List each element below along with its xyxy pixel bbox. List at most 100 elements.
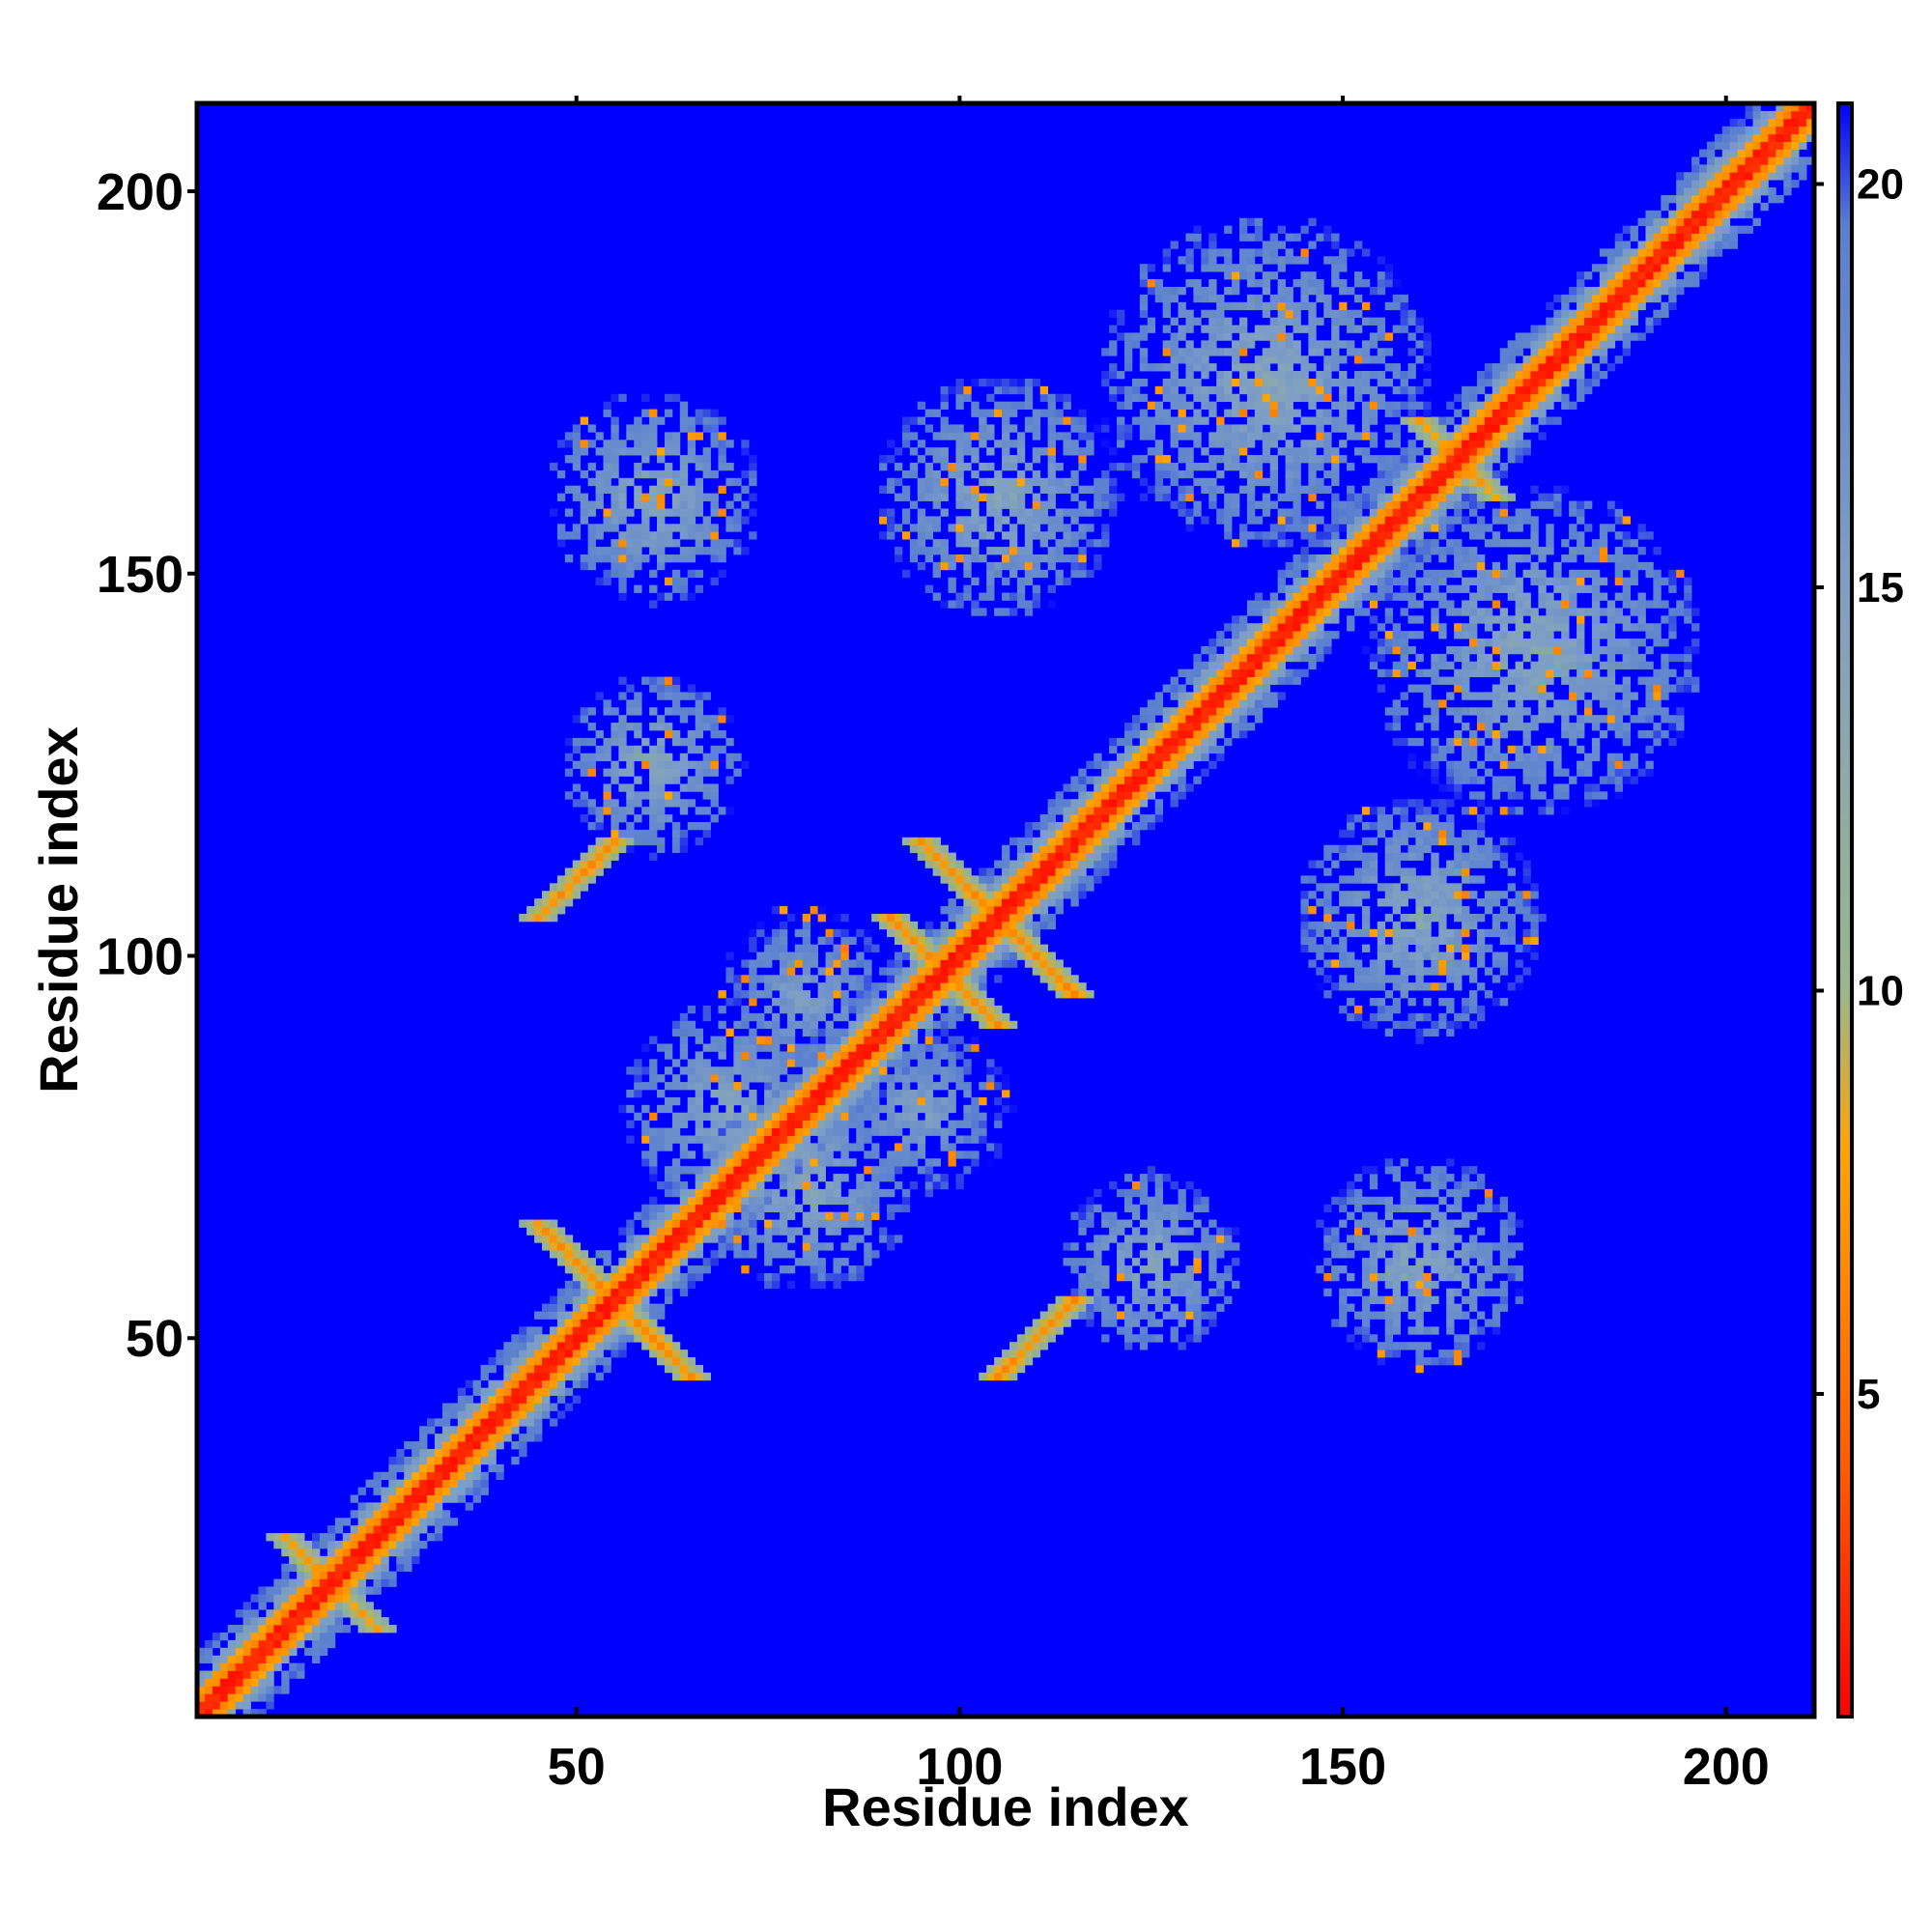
heatmap-cell [664, 1288, 673, 1297]
heatmap-cell [718, 1127, 726, 1136]
heatmap-cell [488, 1364, 497, 1374]
heatmap-cell [864, 928, 872, 938]
heatmap-cell [840, 936, 849, 946]
heatmap-cell [480, 1487, 489, 1495]
heatmap-cell [1216, 676, 1225, 685]
heatmap-cell [526, 1219, 535, 1228]
heatmap-cell [864, 1135, 872, 1144]
heatmap-cell [526, 1334, 535, 1343]
heatmap-cell [695, 699, 704, 708]
heatmap-cell [242, 1701, 251, 1710]
heatmap-cell [1162, 256, 1171, 265]
heatmap-cell [1269, 485, 1279, 495]
heatmap-cell [580, 1319, 589, 1327]
heatmap-cell [810, 1005, 819, 1014]
heatmap-cell [817, 1272, 826, 1282]
heatmap-cell [733, 1082, 742, 1091]
heatmap-cell [802, 1059, 811, 1067]
heatmap-cell [1063, 860, 1071, 868]
heatmap-cell [556, 1319, 566, 1327]
heatmap-cell [1009, 928, 1018, 938]
heatmap-cell [281, 1540, 290, 1549]
heatmap-cell [556, 1311, 566, 1320]
heatmap-cell [1170, 424, 1179, 433]
heatmap-cell [971, 493, 980, 501]
heatmap-cell [1078, 432, 1087, 440]
heatmap-cell [1285, 401, 1293, 410]
heatmap-cell [1101, 1219, 1110, 1228]
heatmap-cell [909, 1005, 919, 1014]
heatmap-cell [955, 393, 964, 403]
heatmap-cell [587, 477, 596, 487]
heatmap-cell [603, 485, 611, 495]
heatmap-cell [587, 707, 596, 716]
heatmap-cell [657, 760, 666, 769]
heatmap-cell [381, 1487, 389, 1495]
heatmap-cell [580, 1364, 589, 1374]
heatmap-cell [526, 1403, 535, 1411]
heatmap-cell [1147, 363, 1156, 372]
heatmap-cell [671, 1120, 681, 1128]
heatmap-cell [603, 1295, 611, 1304]
heatmap-cell [1193, 1311, 1202, 1320]
heatmap-cell [618, 1295, 627, 1304]
heatmap-cell [1269, 325, 1279, 333]
heatmap-cell [1224, 371, 1233, 380]
heatmap-cell [626, 1235, 635, 1243]
heatmap-cell [687, 1364, 696, 1374]
heatmap-cell [618, 1272, 627, 1282]
heatmap-cell [641, 424, 650, 433]
heatmap-cell [887, 982, 895, 991]
heatmap-cell [963, 1059, 972, 1067]
heatmap-cell [756, 990, 765, 999]
heatmap-cell [725, 1204, 734, 1213]
heatmap-cell [242, 1670, 251, 1679]
heatmap-cell [1208, 279, 1217, 288]
heatmap-cell [702, 783, 711, 792]
heatmap-cell [1201, 485, 1209, 495]
heatmap-cell [1078, 485, 1087, 495]
heatmap-cell [212, 1662, 221, 1671]
heatmap-cell [756, 928, 765, 938]
heatmap-cell [1246, 294, 1256, 303]
heatmap-cell [817, 1211, 826, 1220]
heatmap-cell [955, 1036, 964, 1044]
heatmap-cell [901, 416, 911, 425]
heatmap-cell [1216, 455, 1225, 464]
heatmap-cell [204, 1678, 213, 1687]
heatmap-cell [794, 1043, 804, 1052]
heatmap-cell [1178, 455, 1186, 464]
heatmap-cell [764, 944, 773, 952]
heatmap-cell [887, 1211, 895, 1220]
heatmap-cell [810, 1235, 819, 1243]
heatmap-cell [1185, 279, 1194, 288]
heatmap-cell [1193, 233, 1202, 242]
heatmap-cell [250, 1670, 259, 1679]
heatmap-cell [1154, 737, 1164, 747]
heatmap-cell [856, 1180, 865, 1190]
heatmap-cell [388, 1571, 397, 1579]
heatmap-cell [695, 1090, 704, 1098]
heatmap-cell [971, 409, 980, 417]
heatmap-cell [373, 1578, 382, 1587]
heatmap-cell [1016, 440, 1026, 448]
heatmap-cell [281, 1678, 290, 1687]
heatmap-cell [932, 952, 941, 960]
heatmap-cell [1162, 493, 1171, 501]
heatmap-cell [1262, 455, 1271, 464]
heatmap-cell [657, 1350, 666, 1358]
heatmap-cell [1032, 867, 1041, 876]
heatmap-cell [848, 1104, 857, 1114]
heatmap-cell [1208, 317, 1217, 326]
heatmap-cell [649, 1326, 658, 1335]
heatmap-cell [1131, 1280, 1141, 1290]
heatmap-cell [1170, 340, 1179, 349]
heatmap-cell [1208, 348, 1217, 356]
heatmap-cell [618, 737, 627, 747]
heatmap-cell [1131, 378, 1141, 387]
heatmap-cell [634, 791, 642, 800]
heatmap-cell [1285, 385, 1293, 395]
heatmap-cell [1109, 768, 1118, 777]
heatmap-cell [932, 1059, 941, 1067]
heatmap-cell [749, 1059, 757, 1067]
